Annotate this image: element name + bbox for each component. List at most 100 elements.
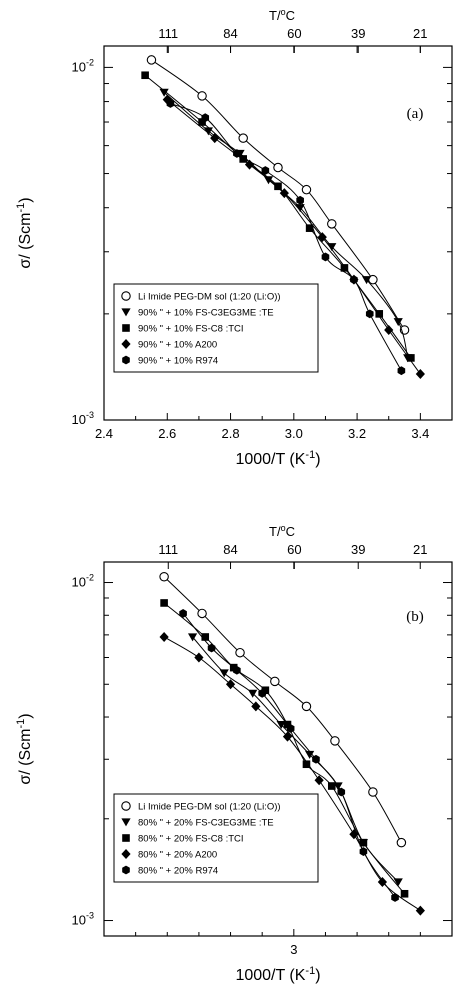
data-point: [415, 369, 425, 380]
chart-panel-b: 3 1000/T (K-1) 111 84 60 39 21 T/oC 10-2 10-3 σ/ (…: [15, 523, 453, 984]
data-point: [327, 219, 337, 229]
data-point: [305, 224, 314, 232]
data-point: [321, 252, 330, 262]
legend-marker: [121, 801, 131, 811]
top-axis-title: T/oC: [269, 7, 295, 23]
data-point: [238, 133, 248, 143]
data-point: [317, 232, 327, 243]
x-tick-label: 3: [290, 942, 297, 957]
top-tick-label: 111: [158, 26, 178, 41]
data-point: [391, 893, 399, 902]
top-tick-label: 84: [223, 542, 237, 557]
data-point: [197, 608, 207, 619]
data-point: [312, 754, 320, 764]
top-tick-label: 21: [413, 542, 427, 557]
data-point: [225, 679, 236, 690]
legend-entry: Li Imide PEG-DM sol (1:20 (Li:O)): [138, 292, 281, 303]
top-tick-label: 111: [158, 542, 178, 557]
legend: Li Imide PEG-DM sol (1:20 (Li:O)) 90% " +…: [113, 283, 319, 373]
legend-marker: [121, 818, 131, 827]
series-2: [141, 71, 415, 362]
x-axis-title: 1000/T (K-1): [235, 965, 320, 984]
data-point: [340, 264, 349, 272]
x-tick-label: 3.4: [411, 426, 429, 441]
data-point: [375, 310, 384, 318]
data-point: [377, 877, 387, 888]
data-point: [365, 309, 374, 319]
data-point: [359, 847, 368, 856]
x-tick-label: 2.8: [222, 426, 240, 441]
x-axis-title: 1000/T (K-1): [235, 449, 320, 468]
top-temperature-axis: 111 84 60 39 21: [158, 542, 427, 569]
top-temperature-axis: 111 84 60 39 21: [158, 26, 427, 53]
data-point: [301, 184, 312, 195]
data-point: [235, 647, 245, 658]
data-point: [187, 633, 198, 642]
data-point: [393, 878, 403, 887]
data-point: [159, 88, 169, 97]
data-point: [160, 599, 168, 607]
legend-marker: [121, 291, 131, 301]
series-line: [151, 59, 405, 331]
data-point: [207, 643, 216, 653]
plot-frame: [103, 45, 453, 421]
data-point: [233, 665, 241, 675]
x-tick-label: 2.4: [95, 426, 113, 441]
series-line: [166, 99, 421, 375]
data-point: [384, 324, 394, 335]
legend-entry: 90% " + 10% A200: [138, 340, 217, 351]
top-tick-label: 39: [351, 26, 365, 41]
data-point: [330, 736, 340, 746]
y-tick-label: 10-3: [72, 911, 94, 928]
data-point: [166, 99, 175, 108]
data-point: [361, 276, 372, 285]
data-point: [261, 686, 270, 695]
series-3: [159, 631, 425, 916]
data-point: [233, 149, 241, 158]
data-point: [274, 182, 282, 191]
legend: Li Imide PEG-DM sol (1:20 (Li:O)) 80% " +…: [113, 793, 319, 883]
data-point: [258, 688, 266, 698]
series-0: [159, 572, 407, 848]
series-0: [146, 55, 410, 335]
data-point: [393, 318, 403, 327]
legend-entry: Li Imide PEG-DM sol (1:20 (Li:O)): [138, 802, 281, 813]
legend-marker: [122, 865, 130, 875]
data-point: [146, 55, 157, 65]
x-tick-label: 3.0: [285, 426, 303, 441]
data-point: [368, 787, 378, 797]
data-point: [261, 166, 270, 175]
data-point: [276, 720, 286, 729]
top-tick-label: 39: [351, 542, 365, 557]
y-axis: 10-2 10-3: [72, 57, 452, 427]
data-point: [314, 775, 324, 786]
top-tick-label: 84: [223, 26, 237, 41]
legend-entry: 80% " + 20% FS-C3EG3ME :TE: [138, 818, 274, 829]
y-tick-label: 10-3: [72, 410, 94, 427]
data-point: [197, 91, 207, 101]
legend-marker: [122, 324, 130, 332]
legend-entry: 90% " + 10% FS-C8 :TCI: [138, 324, 244, 335]
y-axis-title: σ/ (Scm-1): [15, 197, 34, 268]
panel-label: (a): [407, 106, 424, 122]
data-point: [415, 905, 425, 916]
data-point: [327, 782, 336, 790]
legend-marker: [121, 308, 131, 317]
data-point: [327, 243, 337, 252]
data-point: [286, 724, 295, 733]
data-point: [203, 127, 213, 136]
legend-entry: 80% " + 20% A200: [138, 850, 217, 861]
data-point: [194, 652, 204, 663]
data-point: [248, 689, 258, 698]
legend-box: [113, 283, 319, 373]
y-tick-label: 10-2: [72, 573, 94, 590]
data-point: [239, 155, 247, 163]
data-point: [244, 159, 255, 170]
data-point: [279, 188, 289, 199]
data-point: [270, 676, 280, 687]
data-point: [305, 750, 315, 759]
x-axis: 3: [135, 562, 421, 957]
legend-entry: 90% " + 10% FS-C3EG3ME :TE: [138, 308, 274, 319]
legend-marker: [121, 339, 131, 349]
data-point: [296, 195, 304, 205]
